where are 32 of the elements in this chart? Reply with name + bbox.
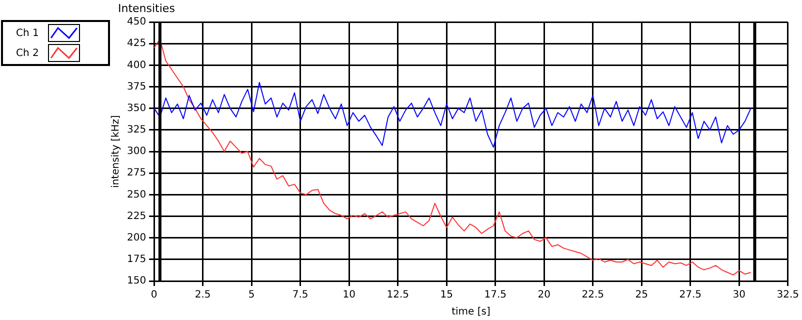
y-tick-label: 375 xyxy=(126,81,146,92)
x-axis-title: time [s] xyxy=(452,306,490,318)
y-tick-label: 425 xyxy=(126,38,146,50)
y-tick-label: 450 xyxy=(126,16,146,28)
x-tick-label: 12.5 xyxy=(386,290,409,301)
y-tick-label: 350 xyxy=(126,102,146,114)
x-tick-label: 5 xyxy=(248,290,255,301)
x-tick-label: 2.5 xyxy=(194,290,211,301)
x-tick-label: 17.5 xyxy=(484,290,506,301)
chart-title: Intensities xyxy=(118,2,175,15)
y-tick-label: 325 xyxy=(126,124,146,136)
x-tick-label: 22.5 xyxy=(582,290,604,301)
x-tick-label: 7.5 xyxy=(292,290,308,301)
y-axis-title: intensity [kHz] xyxy=(110,114,122,188)
y-tick-label: 400 xyxy=(126,60,146,71)
y-tick-label: 300 xyxy=(126,146,146,158)
y-tick-label: 225 xyxy=(126,210,146,222)
x-tick-label: 32.5 xyxy=(776,290,799,301)
x-tick-label: 30 xyxy=(732,290,746,301)
y-tick-label: 275 xyxy=(126,168,146,179)
x-tick-label: 25 xyxy=(635,290,648,301)
x-tick-label: 20 xyxy=(538,290,550,301)
x-tick-label: 10 xyxy=(342,290,356,301)
legend-label: Ch 1 xyxy=(15,28,40,38)
x-tick-label: 15 xyxy=(440,290,453,301)
legend-label: Ch 2 xyxy=(15,48,40,58)
x-tick-label: 0 xyxy=(150,290,158,301)
y-tick-label: 150 xyxy=(126,276,146,287)
y-tick-label: 250 xyxy=(126,189,146,200)
x-tick-label: 27.5 xyxy=(679,290,702,301)
y-tick-label: 200 xyxy=(126,232,146,244)
y-tick-label: 175 xyxy=(126,254,146,266)
